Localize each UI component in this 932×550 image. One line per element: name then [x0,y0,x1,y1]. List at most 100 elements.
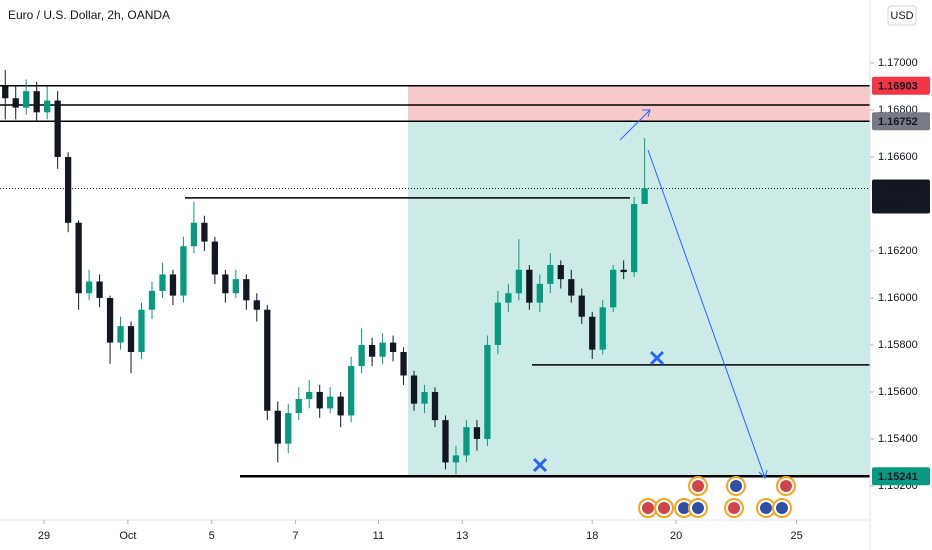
y-tick-label: 1.15400 [878,433,918,445]
candle-body [222,274,229,294]
candle-body [358,344,365,367]
candle-body [547,265,554,284]
candle-body [410,375,418,404]
x-tick-label: 11 [373,530,384,542]
candle-body [2,86,9,99]
candle-body [295,398,302,414]
currency[interactable]: USD [890,10,913,22]
candle-body [127,326,135,352]
candle-body [505,293,512,303]
y-tick-label: 1.15600 [878,386,918,398]
y-tick-label: 1.16000 [878,292,918,304]
axes: 1.170001.168001.166001.162001.160001.158… [38,57,930,542]
stop-zone [408,85,870,122]
x-tick-label: 29 [38,530,50,542]
cross-marker [649,350,665,366]
chart-title: Euro / U.S. Dollar, 2h, OANDA [8,8,170,22]
x-tick-label: 18 [586,530,598,542]
price-label: 1.16752 [878,116,918,128]
candle-body [337,396,344,416]
currency-button[interactable] [887,5,917,26]
candle-body [285,413,292,444]
x-tick-label: Oct [119,530,136,542]
last-price-label: 1.16466 [878,183,918,195]
candle-body [169,274,177,296]
candle-body [264,309,271,411]
candle-body [526,269,533,303]
price-label-bg [872,467,930,486]
price-label-bg [872,76,930,95]
x-tick-label: 5 [209,530,215,542]
x-tick-label: 20 [670,530,682,542]
arrow-head [758,469,768,479]
candle-body [316,391,323,409]
candle-body [631,203,638,273]
candle-body [44,100,51,113]
candle-body [306,391,313,399]
arrow-up [619,109,651,141]
candle-body [536,283,543,303]
candle-body [389,342,397,352]
candle-body [274,410,281,444]
x-tick-label: 7 [293,530,299,542]
candle-body [85,281,93,294]
candle-body [368,344,376,357]
candle-body [463,427,470,456]
candle-body [515,269,522,294]
zones [408,85,870,477]
event-icons[interactable] [638,476,796,518]
candles [2,70,648,475]
candle-body [568,279,575,296]
candle-body [201,222,208,242]
candle-body [589,316,596,350]
candle-body [348,366,355,416]
candle-body [610,269,617,308]
candle-body [159,274,166,291]
price-label-bg [872,112,930,131]
candle-body [117,326,124,343]
candle-body [253,300,260,310]
countdown: 04:52 [878,198,906,210]
candle-body [641,188,648,204]
candle-body [620,269,627,273]
candle-body [379,342,386,357]
candle-body [148,290,156,310]
candle-body [578,295,585,317]
candle-body [473,427,481,439]
candle-body [442,420,449,463]
candle-body [400,351,407,376]
arrow-down [647,149,766,479]
candle-body [12,98,19,108]
candle-body [243,279,250,301]
y-tick-label: 1.16600 [878,151,918,163]
candle-body [232,279,239,294]
candle-body [494,302,502,345]
candle-body [190,222,198,247]
cross-marker [532,457,548,473]
candle-body [421,391,428,404]
candle-body [75,222,82,294]
candle-body [33,91,40,113]
candle-body [180,246,187,296]
y-tick-label: 1.16200 [878,245,918,257]
y-tick-label: 1.17000 [878,57,918,69]
candle-body [484,344,491,439]
y-tick-label: 1.15800 [878,339,918,351]
x-tick-label: 25 [791,530,803,542]
candle-body [106,297,114,343]
candle-body [54,100,61,157]
candle-body [211,241,219,275]
candle-body [431,391,439,421]
annotations [532,109,768,479]
candle-body [23,91,30,108]
price-label: 1.15241 [878,471,918,483]
last-price-bg [872,179,930,214]
candle-body [138,309,145,352]
candle-body [599,307,606,350]
x-tick-label: 13 [456,530,468,542]
candle-body [452,455,460,463]
candle-body [96,281,103,298]
arrow-head [642,109,651,118]
